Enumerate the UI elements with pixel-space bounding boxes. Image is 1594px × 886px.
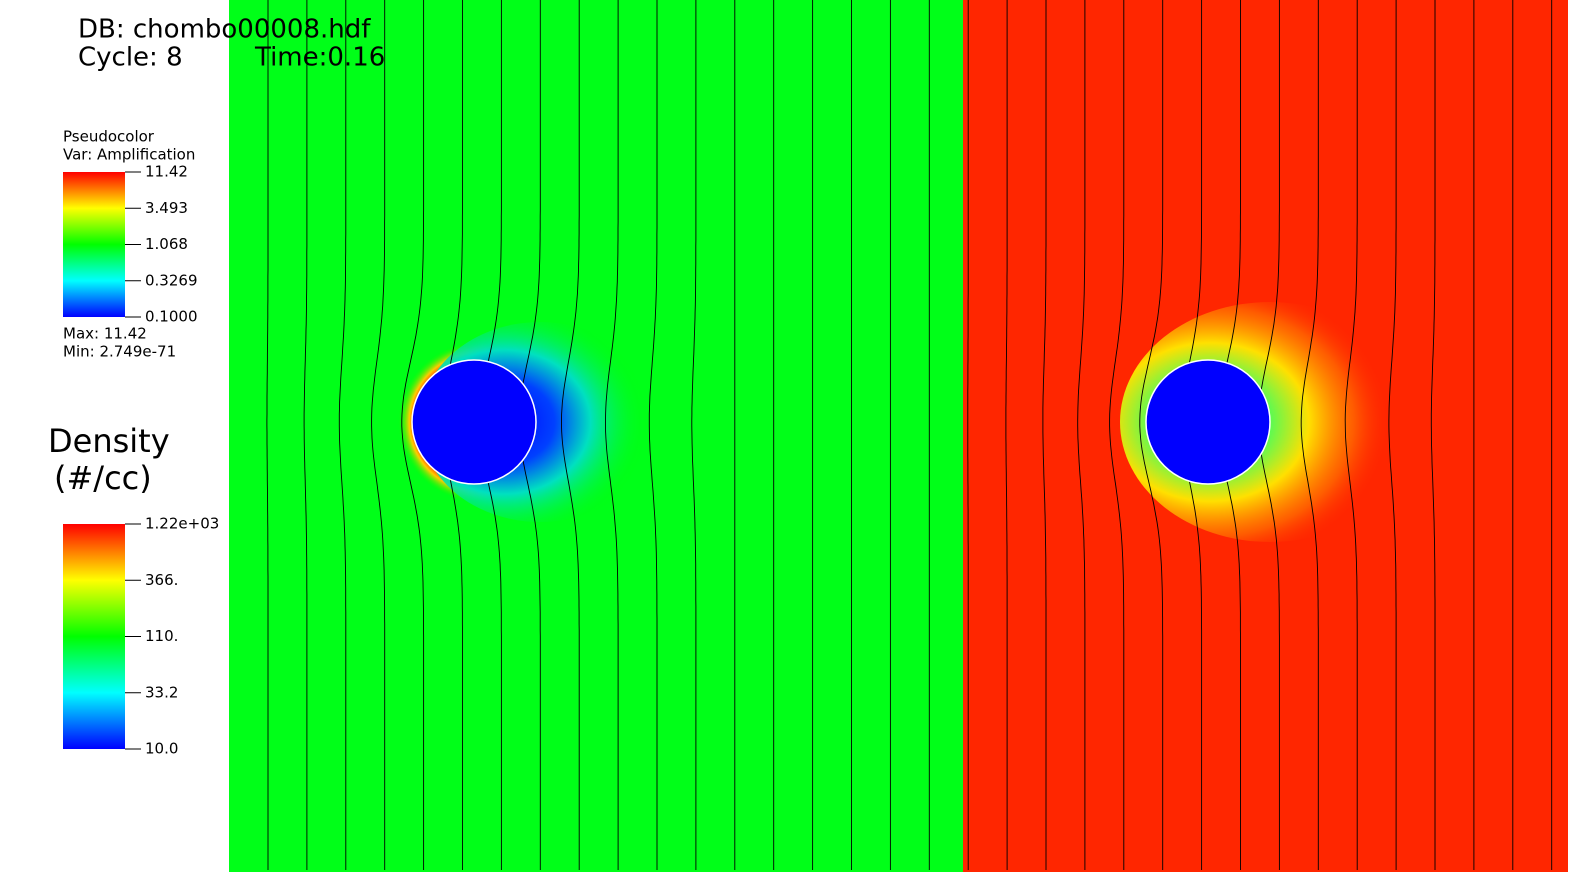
tick-label: 3.493 xyxy=(145,199,188,217)
cycle-label: Cycle: 8 xyxy=(78,43,183,73)
streamline xyxy=(605,0,619,870)
legend-max: Max: 11.42 xyxy=(63,325,147,343)
tick-label: 11.42 xyxy=(145,163,188,181)
tick-label: 33.2 xyxy=(145,683,178,701)
obstacle xyxy=(1145,359,1271,485)
time-label: Time:0.16 xyxy=(254,43,385,73)
colorbar xyxy=(63,524,125,749)
legend-ticks: 1.22e+03 366. 110. 33.2 10.0 xyxy=(125,515,219,758)
streamline xyxy=(371,0,386,870)
streamline xyxy=(303,0,308,870)
legend-min: Min: 2.749e-71 xyxy=(63,343,176,361)
tick-label: 1.068 xyxy=(145,235,188,253)
legend-ticks: 11.42 3.493 1.068 0.3269 0.1000 xyxy=(125,163,198,326)
streamline xyxy=(1430,0,1436,870)
streamline xyxy=(1344,0,1358,870)
legend-title: Density xyxy=(48,422,170,460)
streamline xyxy=(1042,0,1047,870)
legend-title: Pseudocolor xyxy=(63,128,155,146)
streamline xyxy=(1077,0,1086,870)
legend-var: Var: Amplification xyxy=(63,146,195,164)
db-label: DB: chombo00008.hdf xyxy=(78,15,371,45)
tick-label: 366. xyxy=(145,571,178,589)
streamline xyxy=(1388,0,1397,870)
streamline xyxy=(338,0,347,870)
streamline xyxy=(561,0,580,870)
streamline xyxy=(401,0,425,870)
tick-label: 0.3269 xyxy=(145,271,198,289)
colorbar xyxy=(63,172,125,317)
streamline xyxy=(1139,0,1164,870)
streamline xyxy=(1300,0,1319,870)
streamline xyxy=(1109,0,1125,870)
tick-label: 10.0 xyxy=(145,740,178,758)
tick-label: 0.1000 xyxy=(145,308,198,326)
tick-label: 110. xyxy=(145,627,178,645)
tick-label: 1.22e+03 xyxy=(145,515,219,533)
streamlines xyxy=(266,0,1553,870)
obstacle xyxy=(411,359,537,485)
streamline xyxy=(691,0,697,870)
streamline xyxy=(1005,0,1008,870)
streamline xyxy=(648,0,658,870)
streamline xyxy=(266,0,269,870)
legend-subtitle: (#/cc) xyxy=(54,459,152,497)
